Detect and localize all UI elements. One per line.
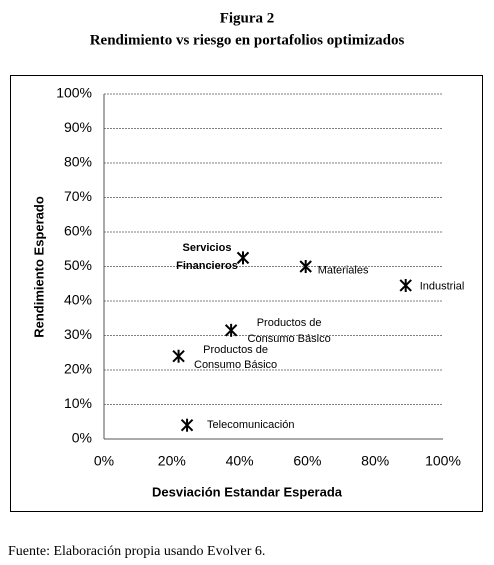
point-label: Financieros	[176, 260, 238, 272]
x-tick-label: 0%	[94, 453, 114, 469]
x-axis-label: Desviación Estandar Esperada	[152, 484, 343, 499]
data-point	[172, 349, 185, 363]
point-label: Productos de	[257, 317, 322, 329]
point-label: Materiales	[318, 264, 369, 276]
x-tick-label: 40%	[226, 453, 254, 469]
data-point	[299, 260, 312, 273]
y-tick-label: 30%	[64, 326, 92, 342]
y-tick-label: 90%	[64, 119, 92, 135]
point-label: Servicios	[183, 242, 232, 254]
point-label: Industrial	[420, 280, 465, 292]
y-tick-label: 0%	[72, 430, 92, 446]
point-label: Telecomunicación	[207, 419, 294, 431]
y-tick-label: 100%	[56, 85, 92, 101]
x-tick-label: 100%	[425, 453, 461, 469]
y-tick-label: 50%	[64, 257, 92, 273]
footer: Fuente: Elaboración propia usando Evolve…	[8, 544, 265, 559]
data-point	[399, 278, 412, 292]
chart-subtitle: Rendimiento vs riesgo en portafolios opt…	[90, 32, 405, 48]
y-axis-label: Rendimiento Esperado	[31, 196, 46, 338]
point-label: Consumo Básico	[194, 359, 277, 371]
y-tick-label: 10%	[64, 395, 92, 411]
data-point	[224, 323, 238, 337]
data-point	[236, 251, 250, 265]
data-point	[180, 418, 194, 432]
x-tick-label: 60%	[293, 453, 321, 469]
x-tick-label: 20%	[158, 453, 186, 469]
x-tick-label: 80%	[361, 453, 389, 469]
point-label: Productos de	[203, 344, 268, 356]
y-tick-label: 40%	[64, 292, 92, 308]
y-tick-label: 20%	[64, 361, 92, 377]
y-tick-label: 60%	[64, 223, 92, 239]
chart-title: Figura 2	[220, 10, 275, 26]
point-label: Consumo Básico	[248, 333, 331, 345]
y-tick-label: 70%	[64, 188, 92, 204]
chart-frame	[10, 75, 483, 512]
y-tick-label: 80%	[64, 154, 92, 170]
